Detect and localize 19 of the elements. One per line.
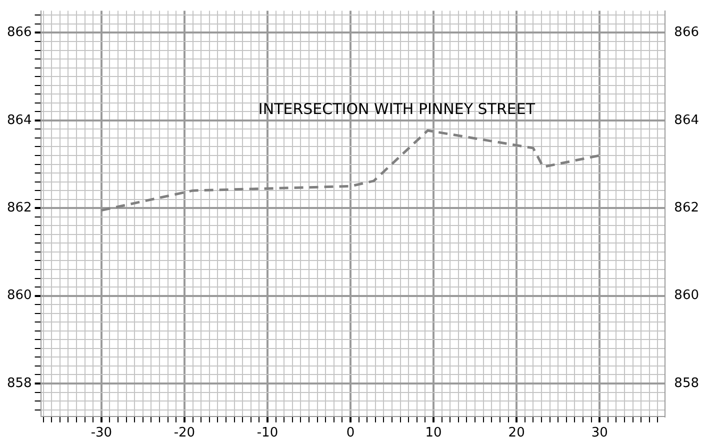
y-tick-label: 858 — [6, 376, 32, 391]
y-tick-label: 864 — [6, 112, 32, 128]
line-series — [100, 129, 601, 212]
y2-tick-label: 858 — [674, 376, 700, 391]
x-tick-label: 20 — [508, 426, 525, 441]
y-tick-label: 866 — [6, 25, 32, 40]
y2-tick-label: 860 — [674, 288, 700, 304]
annotation: INTERSECTION WITH PINNEY STREET — [258, 100, 536, 118]
x-tick-label: -20 — [174, 426, 196, 441]
x-tick-label: 30 — [591, 426, 608, 441]
x-tick-label: -10 — [256, 426, 278, 441]
y2-tick-label: 866 — [674, 25, 700, 40]
x-tick-label: 10 — [425, 426, 442, 441]
y2-tick-label: 862 — [674, 200, 700, 216]
x-tick-label: 0 — [346, 426, 355, 441]
x-tick-label: -30 — [90, 426, 112, 441]
y2-tick-label: 864 — [674, 112, 700, 128]
y-tick-label: 860 — [6, 288, 32, 304]
y-tick-label: 862 — [6, 200, 32, 216]
